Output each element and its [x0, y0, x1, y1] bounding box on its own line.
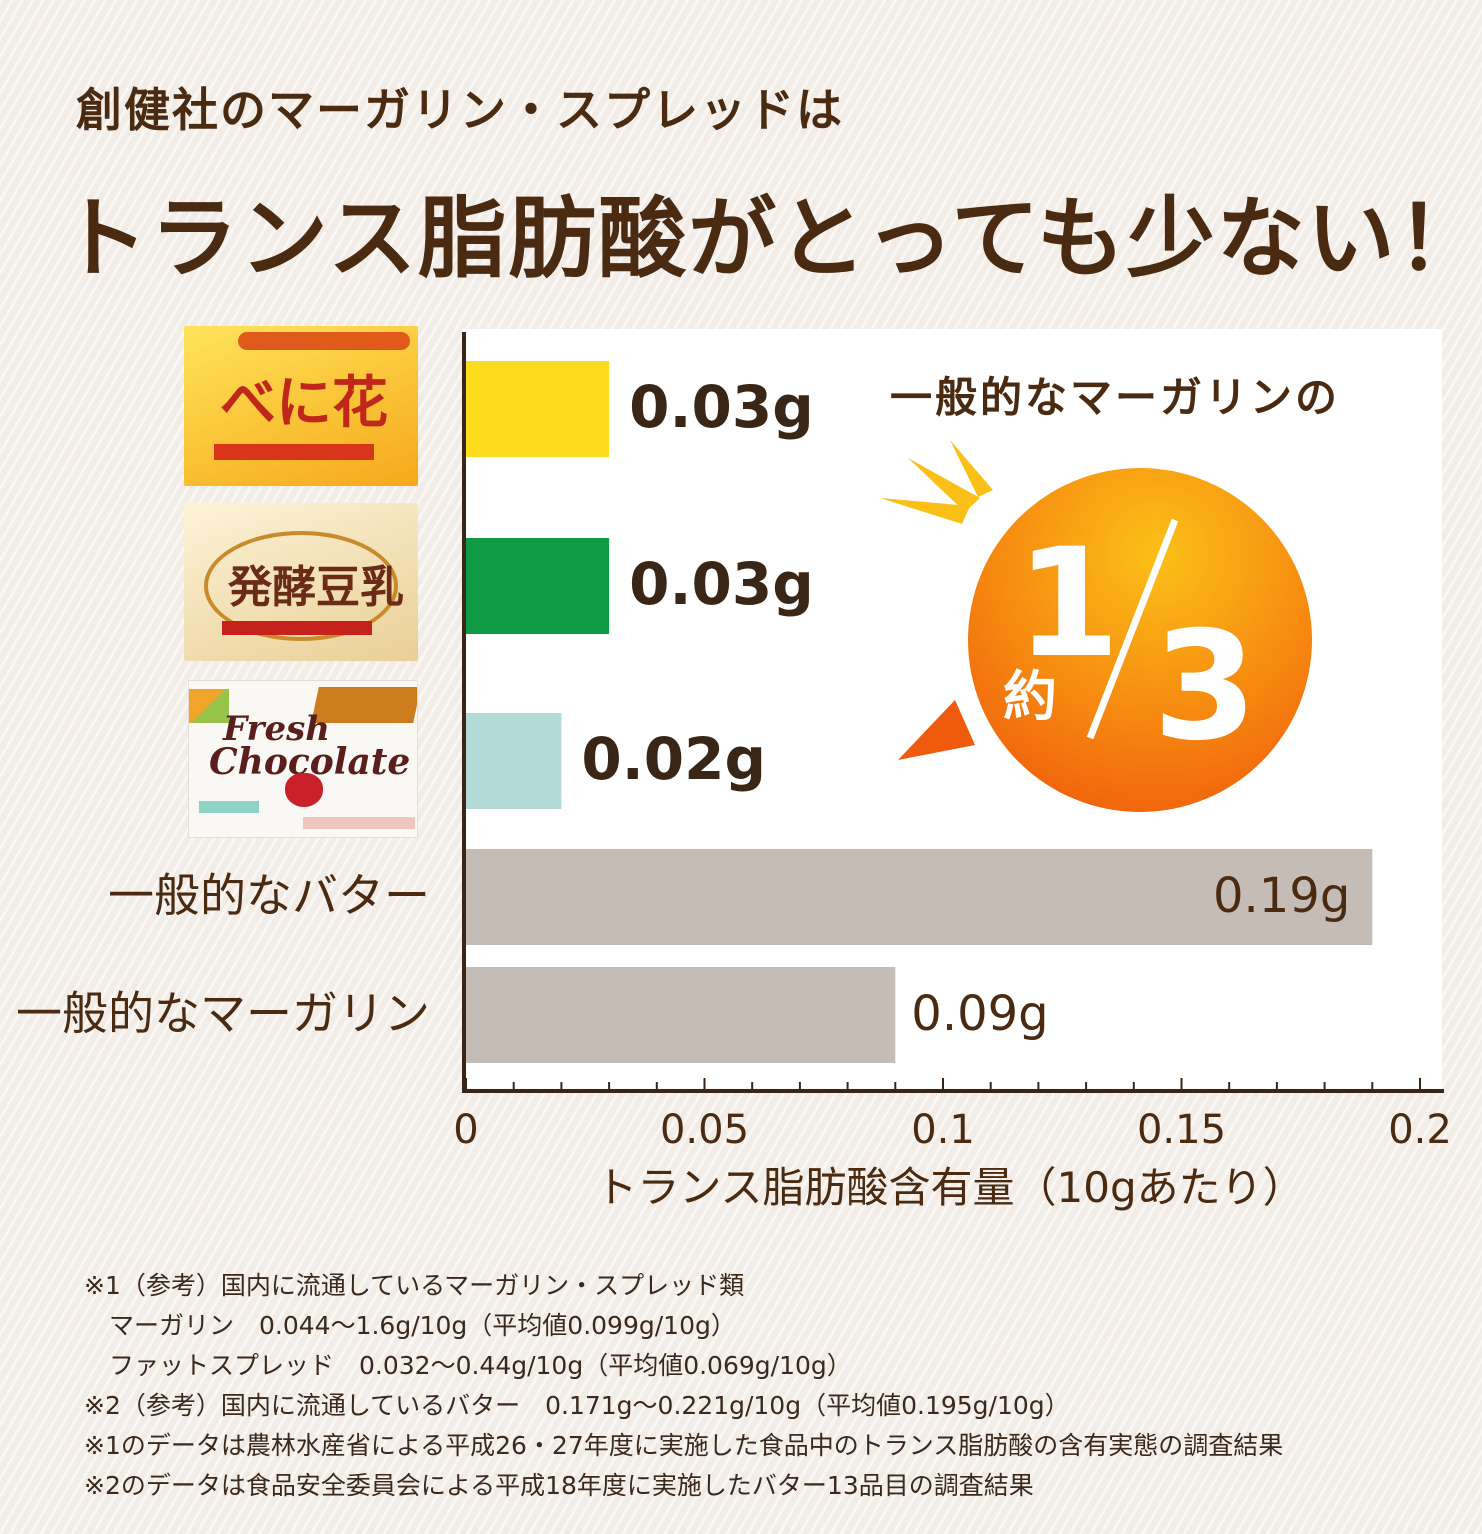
bar — [466, 713, 562, 809]
burst-ray-icon — [950, 440, 993, 497]
package-label — [199, 801, 259, 813]
bar — [466, 967, 896, 1063]
x-tick-label: 0.2 — [1388, 1107, 1452, 1153]
callout-denominator: 3 — [1153, 600, 1257, 774]
bar-value-label: 0.03g — [629, 550, 814, 618]
product-image-benibana: べに花 — [184, 326, 418, 486]
callout-badge: 一般的なマーガリンの 約 1 3 — [880, 373, 1340, 812]
bar — [466, 849, 1373, 945]
category-label: 一般的なマーガリン — [16, 987, 430, 1041]
callout-caption: 一般的なマーガリンの — [890, 373, 1340, 422]
x-axis-label: トランス脂肪酸含有量（10gあたり） — [595, 1163, 1304, 1212]
package-band — [238, 332, 410, 350]
category-label: 一般的なバター — [108, 869, 430, 923]
x-tick-label: 0.1 — [911, 1107, 975, 1153]
footnote-line: マーガリン 0.044～1.6g/10g（平均値0.099g/10g） — [84, 1311, 736, 1340]
fraction-slash — [1086, 518, 1179, 740]
footnote-line: ※1（参考）国内に流通しているマーガリン・スプレッド類 — [84, 1271, 745, 1300]
package-logo: べに花 — [220, 370, 388, 436]
product-image-hakko-tonyu: 発酵豆乳 — [184, 503, 418, 661]
product-image-fresh-chocolate: Fresh Chocolate — [188, 680, 418, 838]
bar-value-label: 0.19g — [1213, 868, 1350, 924]
callout-numerator: 1 — [1016, 517, 1120, 691]
package-logo-line1: Fresh — [223, 709, 330, 749]
page-title: トランス脂肪酸がとっても少ない！ — [60, 187, 1482, 290]
bar-value-label: 0.02g — [581, 725, 766, 793]
footnote-line: ※1のデータは農林水産省による平成26・27年度に実施した食品中のトランス脂肪酸… — [84, 1431, 1284, 1460]
burst-ray-icon — [880, 498, 970, 524]
bar — [466, 538, 610, 634]
package-stripe — [222, 621, 372, 635]
package-stripe — [214, 444, 374, 460]
footnote-line: ファットスプレッド 0.032～0.44g/10g（平均値0.069g/10g） — [84, 1351, 852, 1380]
burst-ray-icon — [908, 458, 980, 512]
bar — [466, 361, 610, 457]
x-tick-label: 0.05 — [660, 1107, 749, 1153]
callout-prefix: 約 — [1003, 665, 1057, 728]
x-tick-label: 0.15 — [1137, 1107, 1226, 1153]
strawberry-icon — [285, 773, 323, 807]
footnote-line: ※2（参考）国内に流通しているバター 0.171g～0.221g/10g（平均値… — [84, 1391, 1070, 1420]
footnote-line: ※2のデータは食品安全委員会による平成18年度に実施したバター13品目の調査結果 — [84, 1471, 1034, 1500]
callout-circle — [968, 468, 1312, 812]
brand-mark-icon — [189, 689, 229, 723]
bar-value-label: 0.09g — [911, 986, 1048, 1042]
x-tick-label: 0 — [453, 1107, 478, 1153]
speech-tail-icon — [898, 700, 975, 760]
subtitle: 創健社のマーガリン・スプレッドは — [76, 83, 844, 137]
bar-value-label: 0.03g — [629, 373, 814, 441]
package-logo: 発酵豆乳 — [228, 562, 404, 613]
package-ring — [204, 531, 398, 641]
package-band — [303, 817, 415, 829]
